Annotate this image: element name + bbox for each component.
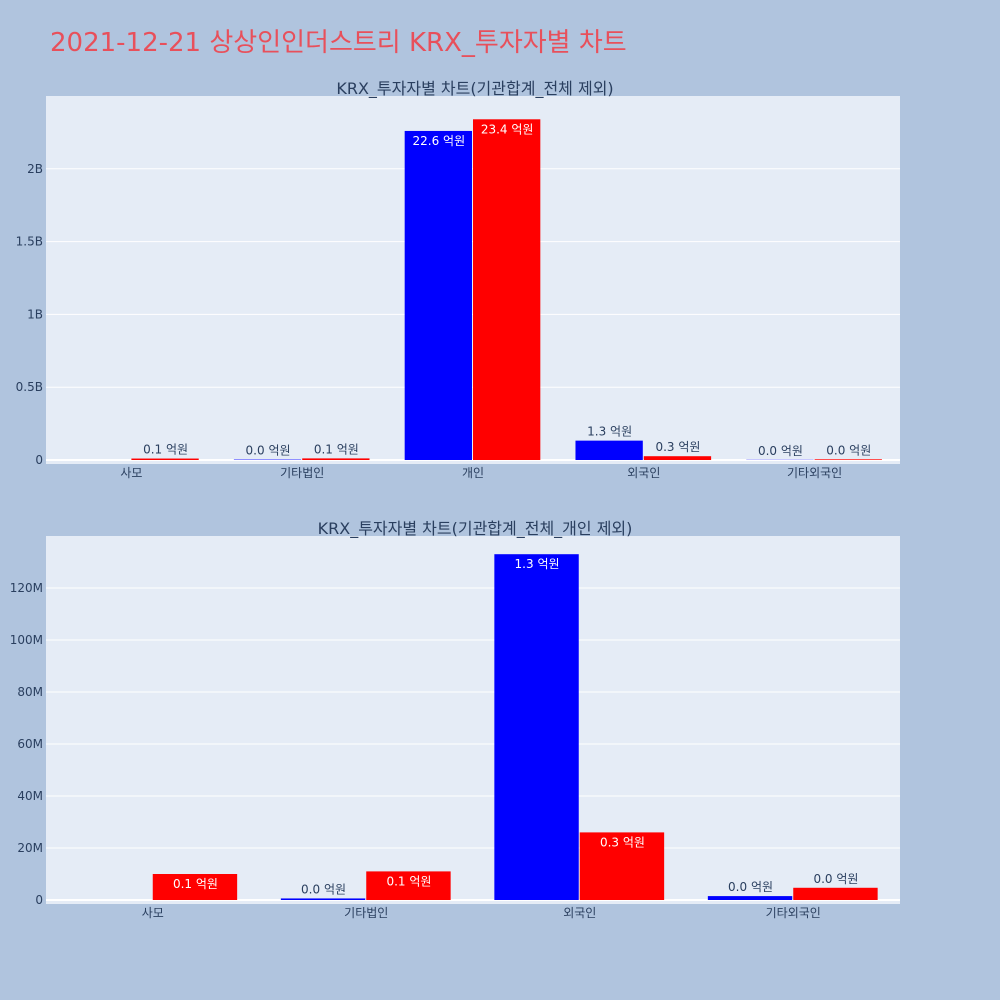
chart2-bar [579, 832, 665, 900]
chart1-data-label: 0.0 억원 [826, 443, 871, 457]
chart1-x-tick-label: 기타외국인 [787, 466, 842, 480]
chart1-bar [473, 119, 541, 461]
chart1-data-label: 23.4 억원 [481, 122, 534, 136]
chart1-data-label: 0.0 억원 [246, 444, 291, 458]
chart1-x-tick-label: 개인 [462, 466, 484, 480]
chart1-x-tick-label: 사모 [120, 466, 142, 480]
chart2-x-tick-label: 기타법인 [344, 906, 388, 920]
chart1-bar [131, 458, 199, 460]
chart1-data-label: 0.1 억원 [314, 442, 359, 456]
chart1-bar [814, 459, 882, 460]
chart2-title: KRX_투자자별 차트(기관합계_전체_개인 제외) [318, 519, 633, 539]
chart1-data-label: 0.1 억원 [143, 443, 188, 457]
chart2-y-tick-label: 100M [10, 633, 43, 647]
chart1-bar [575, 440, 643, 460]
chart2-y-tick-label: 0 [35, 893, 43, 907]
chart1-y-tick-label: 0 [35, 453, 43, 467]
chart2-x-tick-label: 기타외국인 [766, 906, 821, 920]
chart2-data-label: 0.0 억원 [301, 882, 346, 896]
chart1-data-label: 0.3 억원 [655, 440, 700, 454]
chart1-data-label: 0.0 억원 [758, 444, 803, 458]
chart1-y-tick-label: 1.5B [16, 235, 43, 249]
chart2-y-tick-label: 20M [17, 841, 43, 855]
chart1-bar [302, 458, 370, 460]
chart2-y-tick-label: 120M [10, 581, 43, 595]
chart1-x-tick-label: 외국인 [627, 466, 660, 480]
chart2-y-tick-label: 40M [17, 789, 43, 803]
chart2-bar [366, 871, 451, 900]
chart2-y-tick-label: 80M [17, 685, 43, 699]
chart2-bar [793, 887, 878, 900]
chart2-x-tick-label: 사모 [142, 906, 164, 920]
chart1-bar [404, 130, 472, 460]
chart1-title: KRX_투자자별 차트(기관합계_전체 제외) [336, 79, 613, 99]
chart2-bar [152, 874, 238, 900]
chart1-y-tick-label: 2B [27, 162, 43, 176]
chart2-y-tick-label: 60M [17, 737, 43, 751]
chart1-y-tick-label: 1B [27, 307, 43, 321]
chart2-data-label: 1.3 억원 [515, 557, 560, 571]
chart1-y-tick-label: 0.5B [16, 380, 43, 394]
chart2-bar [707, 896, 793, 900]
chart2-plot-area [46, 536, 900, 904]
chart2-data-label: 0.0 억원 [813, 872, 858, 886]
chart1-x-tick-label: 기타법인 [280, 466, 324, 480]
chart2-bar [280, 898, 366, 900]
chart1-bar [643, 456, 712, 460]
chart2-bar [494, 554, 579, 900]
page-title: 2021-12-21 상상인인더스트리 KRX_투자자별 차트 [50, 28, 627, 58]
chart1-data-label: 1.3 억원 [587, 425, 632, 439]
chart2-data-label: 0.1 억원 [386, 874, 431, 888]
chart1-data-label: 22.6 억원 [413, 134, 466, 148]
chart2-data-label: 0.3 억원 [600, 835, 645, 849]
chart2-x-tick-label: 외국인 [563, 906, 596, 920]
chart2-data-label: 0.0 억원 [728, 880, 773, 894]
chart2-data-label: 0.1 억원 [173, 877, 218, 891]
